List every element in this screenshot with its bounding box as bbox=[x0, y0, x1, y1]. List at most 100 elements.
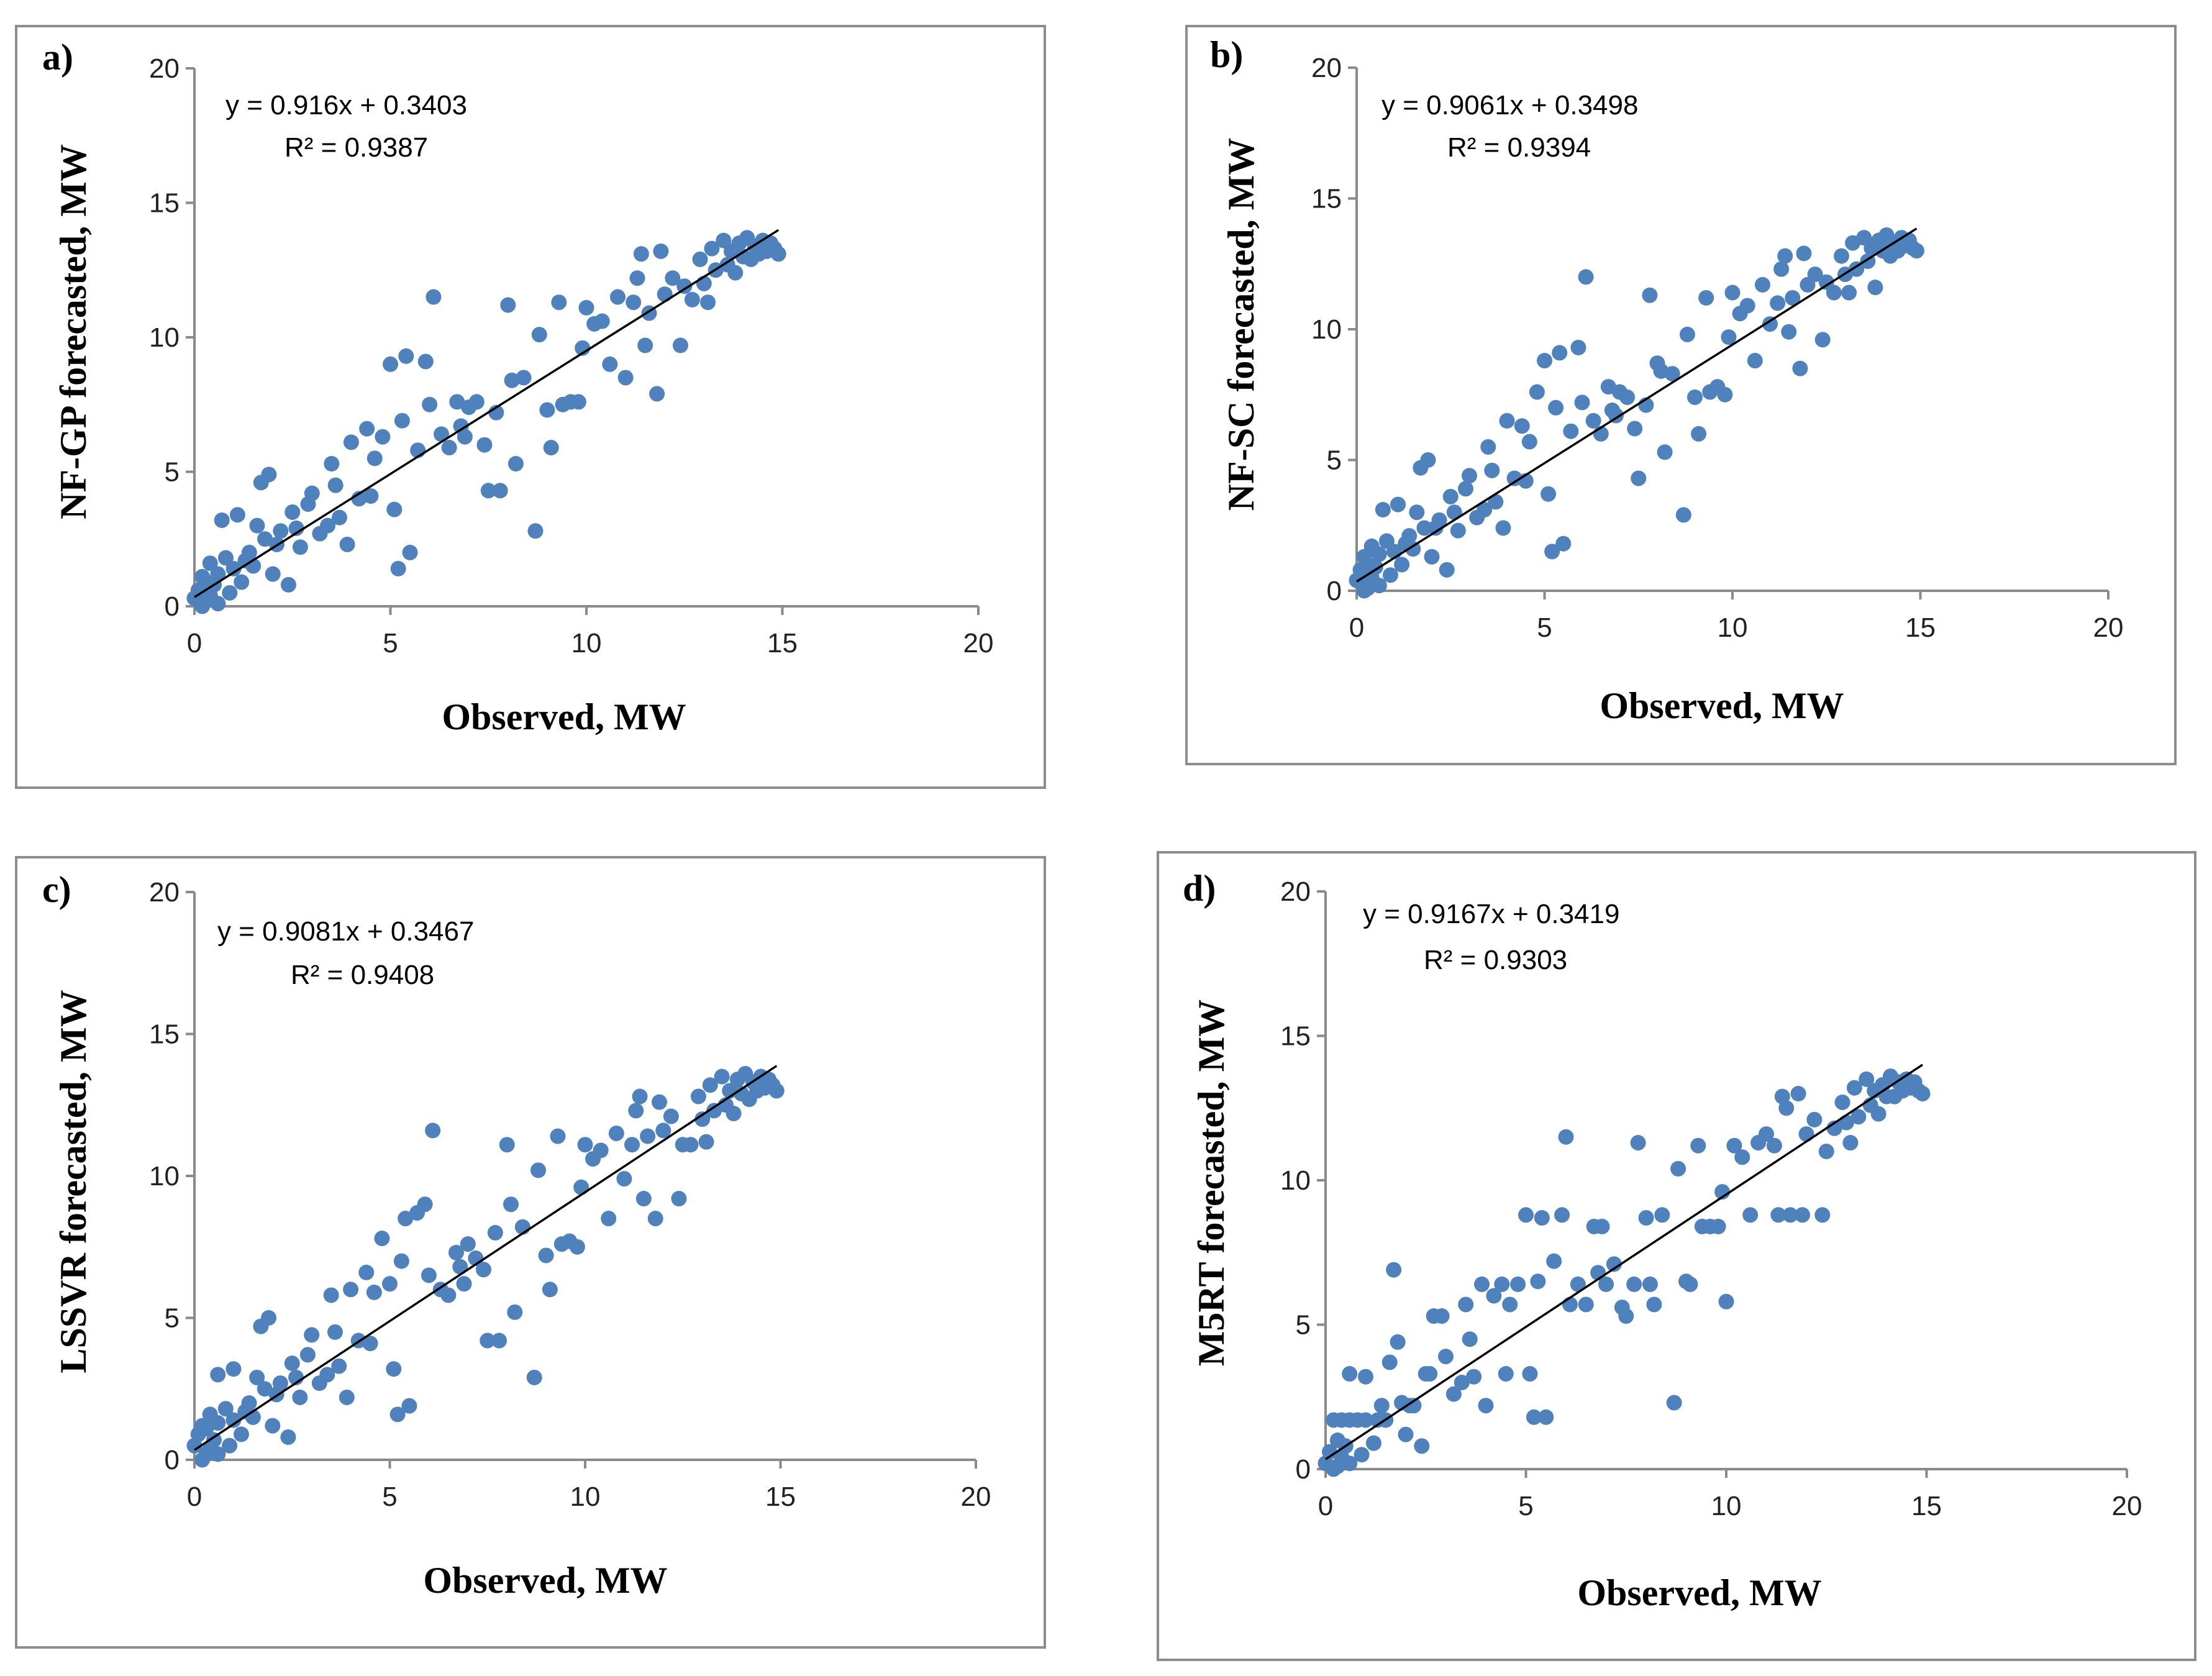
data-point bbox=[507, 1304, 523, 1320]
data-point bbox=[1657, 444, 1673, 460]
data-point bbox=[573, 1179, 589, 1195]
data-point bbox=[1438, 1349, 1454, 1365]
data-point bbox=[1800, 276, 1816, 293]
data-point bbox=[273, 523, 289, 539]
data-point bbox=[1360, 557, 1376, 573]
r-squared-label: R² = 0.9408 bbox=[291, 960, 434, 990]
data-point bbox=[1675, 507, 1691, 523]
scatter-chart-b: b) NF-SC forecasted, MW Observed, MW y =… bbox=[1210, 34, 2124, 726]
data-point bbox=[626, 294, 642, 311]
data-point bbox=[1782, 1207, 1798, 1223]
data-point bbox=[343, 434, 359, 450]
data-point bbox=[538, 1247, 554, 1264]
data-point bbox=[1544, 544, 1560, 560]
data-point bbox=[1488, 494, 1504, 510]
y-axis-label: NF-GP forecasted, MW bbox=[53, 144, 94, 519]
data-point bbox=[1554, 1207, 1570, 1223]
data-point bbox=[1414, 1438, 1430, 1454]
data-point bbox=[1842, 1135, 1859, 1151]
data-point bbox=[1646, 1296, 1662, 1313]
data-point bbox=[327, 477, 344, 493]
data-point bbox=[702, 1077, 718, 1093]
y-tick-label: 20 bbox=[149, 877, 180, 908]
data-point bbox=[421, 1267, 437, 1283]
data-point bbox=[257, 1381, 273, 1397]
data-point bbox=[468, 394, 485, 410]
data-point bbox=[593, 1142, 609, 1159]
data-point bbox=[1457, 481, 1473, 497]
data-point bbox=[1538, 1409, 1554, 1425]
data-point bbox=[288, 520, 304, 536]
data-point bbox=[1530, 1273, 1546, 1290]
data-point bbox=[1494, 1276, 1510, 1292]
data-point bbox=[453, 418, 469, 434]
data-point bbox=[1718, 1293, 1734, 1309]
data-point bbox=[249, 1369, 265, 1385]
data-point bbox=[602, 356, 618, 372]
data-point bbox=[440, 1287, 457, 1303]
data-point bbox=[690, 1088, 706, 1104]
data-point bbox=[1390, 496, 1406, 512]
data-point bbox=[1578, 1296, 1594, 1313]
data-point bbox=[1537, 353, 1552, 369]
data-point bbox=[1373, 1398, 1390, 1414]
data-point bbox=[1841, 285, 1857, 301]
data-point bbox=[1742, 1207, 1759, 1223]
chart-panel-d: d) M5RT forecasted, MW Observed, MW y = … bbox=[1157, 851, 2196, 1661]
data-point bbox=[475, 1262, 491, 1278]
data-point bbox=[628, 1103, 644, 1119]
data-point bbox=[1529, 384, 1545, 400]
x-tick-label: 20 bbox=[2093, 613, 2124, 643]
data-point bbox=[1618, 1308, 1634, 1324]
data-point bbox=[1781, 324, 1797, 340]
data-point bbox=[1499, 412, 1515, 429]
data-point bbox=[363, 488, 379, 504]
data-point bbox=[1670, 1160, 1686, 1177]
data-point bbox=[210, 1446, 226, 1462]
data-point bbox=[323, 1287, 339, 1303]
data-point bbox=[210, 566, 226, 582]
data-point bbox=[1558, 1129, 1574, 1145]
data-point bbox=[1778, 1100, 1795, 1116]
data-point bbox=[726, 1105, 742, 1121]
data-point bbox=[1541, 486, 1557, 502]
data-point bbox=[304, 485, 320, 501]
data-point bbox=[683, 1137, 699, 1153]
data-point bbox=[492, 483, 508, 499]
data-point bbox=[225, 560, 242, 576]
data-point bbox=[1548, 399, 1564, 416]
data-point bbox=[1687, 389, 1703, 405]
data-point bbox=[503, 1196, 519, 1213]
data-point bbox=[426, 289, 442, 305]
x-axis-label: Observed, MW bbox=[1600, 685, 1844, 726]
data-point bbox=[320, 517, 336, 534]
data-point bbox=[704, 240, 720, 257]
trendline-equation: y = 0.9167x + 0.3419 bbox=[1363, 899, 1619, 929]
data-point bbox=[1631, 470, 1647, 486]
scatter-chart-a: a) NF-GP forecasted, MW Observed, MW y =… bbox=[42, 37, 993, 737]
y-tick-label: 15 bbox=[149, 188, 180, 219]
trendline bbox=[1356, 227, 1918, 583]
data-point bbox=[652, 1094, 668, 1110]
chart-panel-b: b) NF-SC forecasted, MW Observed, MW y =… bbox=[1185, 25, 2177, 765]
data-point bbox=[1390, 1334, 1406, 1350]
data-point bbox=[374, 1231, 390, 1247]
data-point bbox=[393, 1253, 409, 1269]
data-point bbox=[1754, 276, 1770, 293]
data-point bbox=[237, 552, 253, 568]
data-point bbox=[1570, 1276, 1586, 1292]
data-point bbox=[624, 1137, 640, 1153]
data-point bbox=[386, 1361, 402, 1377]
data-point bbox=[1834, 1094, 1850, 1110]
data-point bbox=[1498, 1366, 1514, 1382]
data-point bbox=[362, 1336, 378, 1352]
data-point bbox=[480, 483, 496, 499]
y-axis-label: NF-SC forecasted, MW bbox=[1221, 138, 1262, 511]
data-point bbox=[343, 1282, 359, 1298]
x-axis-label: Observed, MW bbox=[423, 1560, 667, 1601]
data-point bbox=[609, 289, 626, 305]
data-point bbox=[280, 576, 296, 593]
data-point bbox=[1770, 1207, 1786, 1223]
data-point bbox=[1329, 1432, 1345, 1448]
data-point bbox=[637, 337, 653, 353]
